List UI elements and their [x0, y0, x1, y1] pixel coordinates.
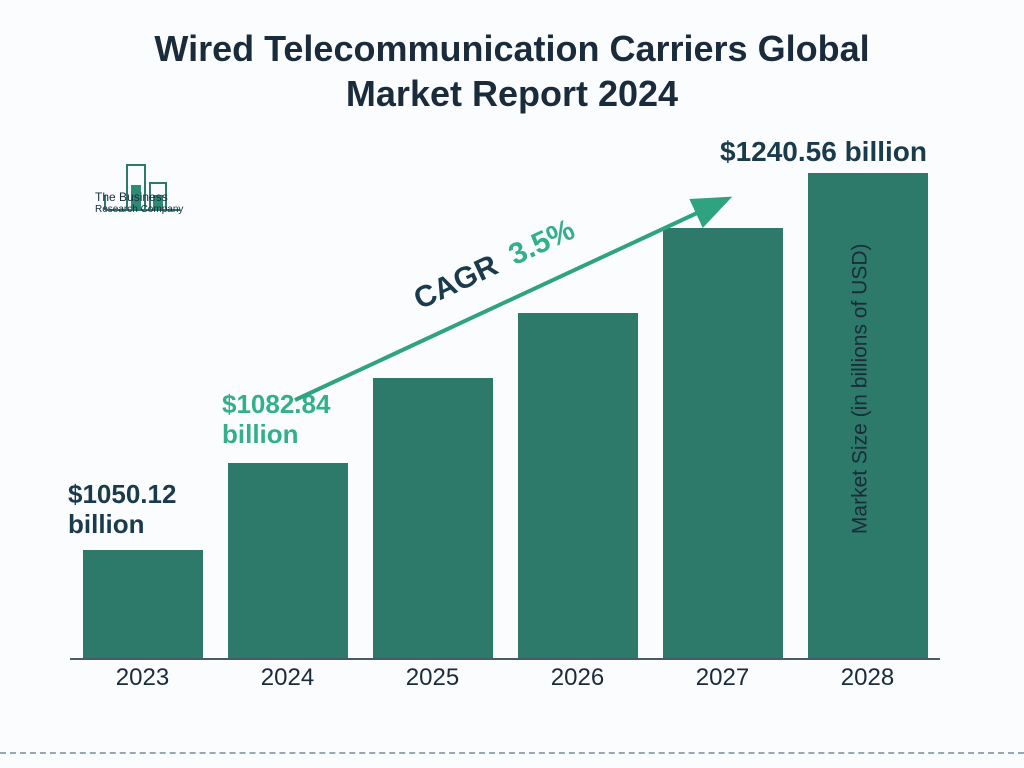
data-value-label: $1050.12billion [68, 480, 176, 540]
footer-divider [0, 752, 1024, 754]
data-value-line: $1082.84 [222, 390, 330, 420]
bar-slot [228, 463, 348, 658]
bar [228, 463, 348, 658]
x-axis-tick-label: 2027 [663, 664, 783, 692]
chart-title: Wired Telecommunication Carriers Global … [0, 0, 1024, 116]
data-value-line: $1240.56 billion [720, 136, 927, 168]
x-axis-labels: 2023 2024 2025 2026 2027 2028 [70, 664, 940, 700]
bar-slot [663, 228, 783, 658]
x-axis-tick-label: 2025 [373, 664, 493, 692]
data-value-label: $1082.84billion [222, 390, 330, 450]
bar [663, 228, 783, 658]
chart-area: 2023 2024 2025 2026 2027 2028 [70, 140, 940, 700]
data-value-line: billion [222, 420, 330, 450]
y-axis-label: Market Size (in billions of USD) [849, 244, 873, 535]
bar-group [70, 148, 940, 658]
title-line-1: Wired Telecommunication Carriers Global [0, 26, 1024, 71]
data-value-line: billion [68, 510, 176, 540]
bar-slot [83, 550, 203, 658]
bar-slot [373, 378, 493, 658]
x-axis-tick-label: 2024 [228, 664, 348, 692]
data-value-line: $1050.12 [68, 480, 176, 510]
data-value-label: $1240.56 billion [720, 136, 927, 168]
x-axis-tick-label: 2023 [83, 664, 203, 692]
x-axis-tick-label: 2028 [808, 664, 928, 692]
title-line-2: Market Report 2024 [0, 71, 1024, 116]
x-axis-tick-label: 2026 [518, 664, 638, 692]
bar [518, 313, 638, 658]
bar-slot [518, 313, 638, 658]
bar [373, 378, 493, 658]
bar [83, 550, 203, 658]
x-axis-baseline [70, 658, 940, 660]
